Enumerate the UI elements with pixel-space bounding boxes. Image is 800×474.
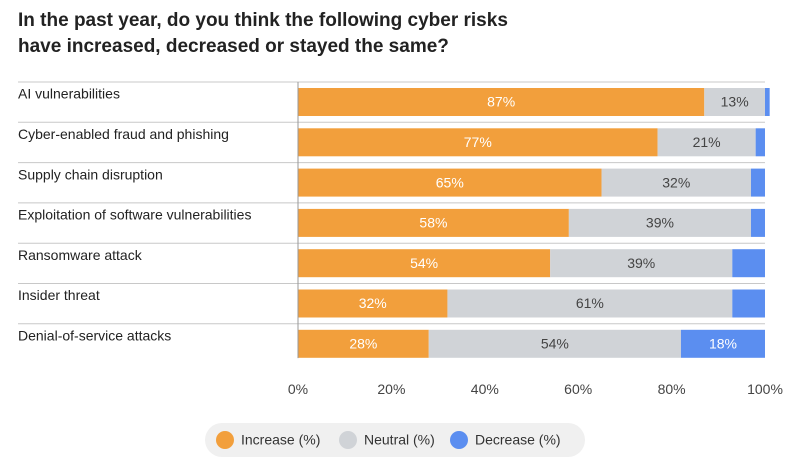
bar-segment xyxy=(657,128,756,157)
bar-segment xyxy=(750,168,765,197)
value-label: 65% xyxy=(436,174,464,190)
value-label: 32% xyxy=(359,295,387,311)
x-tick-label: 0% xyxy=(288,381,308,397)
x-tick-label: 100% xyxy=(747,381,783,397)
value-label: 77% xyxy=(464,134,492,150)
category-label: Denial-of-service attacks xyxy=(18,328,171,344)
value-label: 18% xyxy=(709,336,737,352)
value-label: 39% xyxy=(646,215,674,231)
value-label: 58% xyxy=(419,215,447,231)
legend-label: Decrease (%) xyxy=(475,432,561,448)
bar-segment xyxy=(732,249,765,278)
value-label: 87% xyxy=(487,94,515,110)
legend-label: Increase (%) xyxy=(241,432,320,448)
bar-segment xyxy=(298,88,705,116)
category-label: AI vulnerabilities xyxy=(18,86,120,102)
bar-segment xyxy=(447,289,733,318)
bar-segment xyxy=(298,289,448,318)
legend-swatch xyxy=(216,431,234,449)
value-label: 21% xyxy=(693,134,721,150)
bar-segment xyxy=(704,88,765,116)
category-label: Exploitation of software vulnerabilities xyxy=(18,207,251,223)
bar-segment xyxy=(428,329,681,358)
value-label: 54% xyxy=(541,336,569,352)
value-label: 32% xyxy=(662,174,690,190)
category-label: Supply chain disruption xyxy=(18,166,163,182)
bar-segment xyxy=(732,289,765,318)
bar-segment xyxy=(298,329,429,358)
x-tick-label: 20% xyxy=(377,381,405,397)
bar-segment xyxy=(680,329,765,358)
x-tick-label: 60% xyxy=(564,381,592,397)
x-tick-label: 80% xyxy=(658,381,686,397)
value-label: 13% xyxy=(721,94,749,110)
category-label: Cyber-enabled fraud and phishing xyxy=(18,126,229,142)
bar-segment xyxy=(601,168,751,197)
bar-segment xyxy=(765,88,770,116)
bar-segment xyxy=(755,128,765,157)
legend-swatch xyxy=(450,431,468,449)
legend-label: Neutral (%) xyxy=(364,432,435,448)
value-label: 39% xyxy=(627,255,655,271)
bar-segment xyxy=(298,128,658,157)
legend-box xyxy=(205,423,585,457)
value-label: 54% xyxy=(410,255,438,271)
bar-segment xyxy=(750,208,765,237)
bar-segment xyxy=(298,249,551,278)
legend-swatch xyxy=(339,431,357,449)
category-label: Ransomware attack xyxy=(18,247,143,263)
value-label: 61% xyxy=(576,295,604,311)
bar-segment xyxy=(550,249,733,278)
value-label: 28% xyxy=(349,336,377,352)
category-label: Insider threat xyxy=(18,287,100,303)
bar-segment xyxy=(568,208,751,237)
chart-title: In the past year, do you think the follo… xyxy=(18,10,508,57)
bar-segment xyxy=(298,168,602,197)
x-tick-label: 40% xyxy=(471,381,499,397)
bar-segment xyxy=(298,208,569,237)
